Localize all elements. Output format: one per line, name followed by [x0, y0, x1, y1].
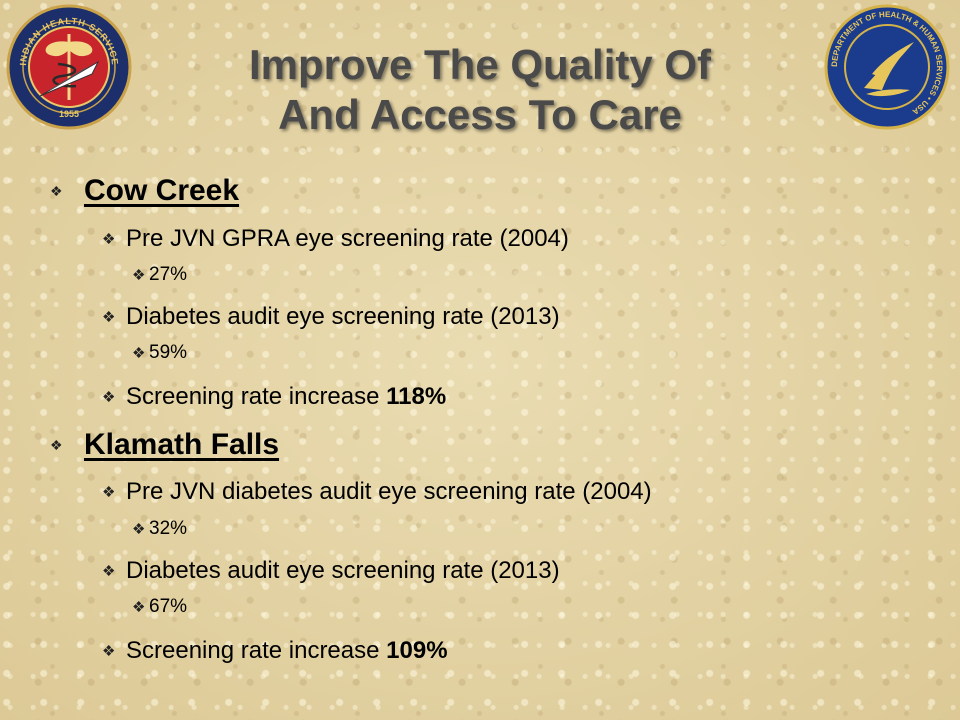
svg-text:1955: 1955: [59, 109, 79, 119]
diamond-bullet-icon: ❖: [102, 389, 116, 406]
list-item-text: Diabetes audit eye screening rate (2013): [126, 303, 560, 330]
slide-title: Improve The Quality Of And Access To Car…: [150, 40, 810, 140]
diamond-bullet-icon: ❖: [102, 231, 116, 248]
diamond-bullet-icon: ❖: [132, 267, 146, 284]
list-item-value: ❖ 59%: [132, 342, 187, 364]
ihs-seal-icon: INDIAN HEALTH SERVICE 1955: [6, 4, 132, 130]
diamond-bullet-icon: ❖: [50, 436, 63, 453]
list-item-text: Screening rate increase 109%: [126, 637, 448, 664]
diamond-bullet-icon: ❖: [132, 345, 146, 362]
section-heading-cow-creek: ❖ Cow Creek: [0, 174, 239, 208]
list-item: ❖ Diabetes audit eye screening rate (201…: [102, 303, 560, 331]
list-item-text: Diabetes audit eye screening rate (2013): [126, 557, 560, 584]
list-item: ❖ Diabetes audit eye screening rate (201…: [102, 557, 560, 585]
list-item-text: Pre JVN diabetes audit eye screening rat…: [126, 478, 652, 505]
hhs-seal-icon: DEPARTMENT OF HEALTH & HUMAN SERVICES • …: [824, 4, 950, 130]
increase-value: 109%: [386, 637, 448, 664]
list-item: ❖ Pre JVN diabetes audit eye screening r…: [102, 478, 652, 506]
diamond-bullet-icon: ❖: [132, 599, 146, 616]
diamond-bullet-icon: ❖: [102, 484, 116, 501]
increase-value: 118%: [386, 383, 447, 410]
rate-value: 27%: [149, 264, 188, 285]
ihs-seal-logo: INDIAN HEALTH SERVICE 1955: [6, 4, 132, 130]
diamond-bullet-icon: ❖: [132, 521, 146, 538]
list-item-value: ❖ 67%: [132, 596, 187, 618]
list-item-value: ❖ 32%: [132, 518, 187, 540]
rate-value: 67%: [149, 596, 188, 617]
rate-value: 32%: [149, 518, 188, 539]
list-item: ❖ Screening rate increase 118%: [102, 383, 446, 411]
diamond-bullet-icon: ❖: [102, 643, 116, 660]
diamond-bullet-icon: ❖: [50, 182, 63, 199]
title-line-2: And Access To Care: [278, 91, 682, 138]
hhs-seal-logo: DEPARTMENT OF HEALTH & HUMAN SERVICES • …: [824, 4, 950, 130]
list-item-text: Screening rate increase 118%: [126, 383, 447, 410]
list-item-value: ❖ 27%: [132, 264, 187, 286]
section-heading-label: Klamath Falls: [84, 428, 280, 461]
rate-value: 59%: [149, 342, 188, 363]
list-item: ❖ Pre JVN GPRA eye screening rate (2004): [102, 225, 569, 253]
section-heading-label: Cow Creek: [84, 174, 240, 207]
diamond-bullet-icon: ❖: [102, 563, 116, 580]
list-item-text: Pre JVN GPRA eye screening rate (2004): [126, 225, 569, 252]
diamond-bullet-icon: ❖: [102, 309, 116, 326]
title-line-1: Improve The Quality Of: [248, 41, 712, 88]
list-item: ❖ Screening rate increase 109%: [102, 637, 448, 665]
section-heading-klamath-falls: ❖ Klamath Falls: [0, 428, 279, 462]
